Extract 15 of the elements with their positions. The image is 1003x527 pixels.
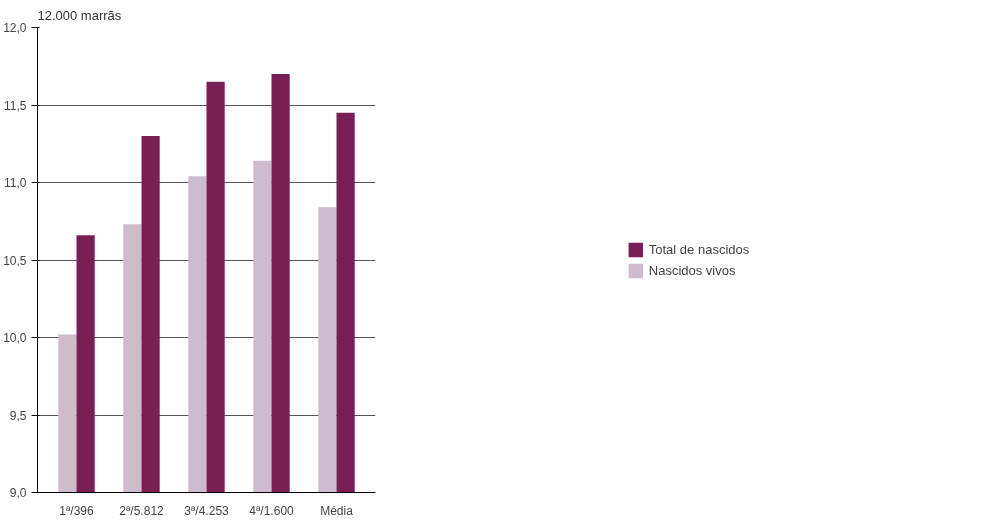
legend-label: Nascidos vivos: [648, 262, 736, 278]
x-tick-label: 2ª/5.812: [119, 503, 165, 518]
x-tick-label: 1ª/396: [59, 503, 95, 518]
y-tick-label: 11,0: [4, 176, 27, 190]
y-tick-label: 10,0: [3, 331, 27, 345]
x-tick-label: 3ª/4.253: [184, 503, 230, 518]
y-tick-label: 9,0: [9, 486, 27, 500]
y-tick-label: 9,5: [9, 408, 27, 423]
x-tick-label: Média: [320, 503, 354, 518]
chart-title: 12.000 marrãs: [37, 7, 122, 23]
y-tick-label: 12,0: [3, 21, 27, 35]
y-tick-label: 11,5: [4, 98, 27, 113]
x-tick-label: 4ª/1.600: [249, 503, 295, 518]
y-tick-label: 10,5: [3, 253, 27, 268]
legend-label: Total de nascidos: [648, 241, 750, 257]
